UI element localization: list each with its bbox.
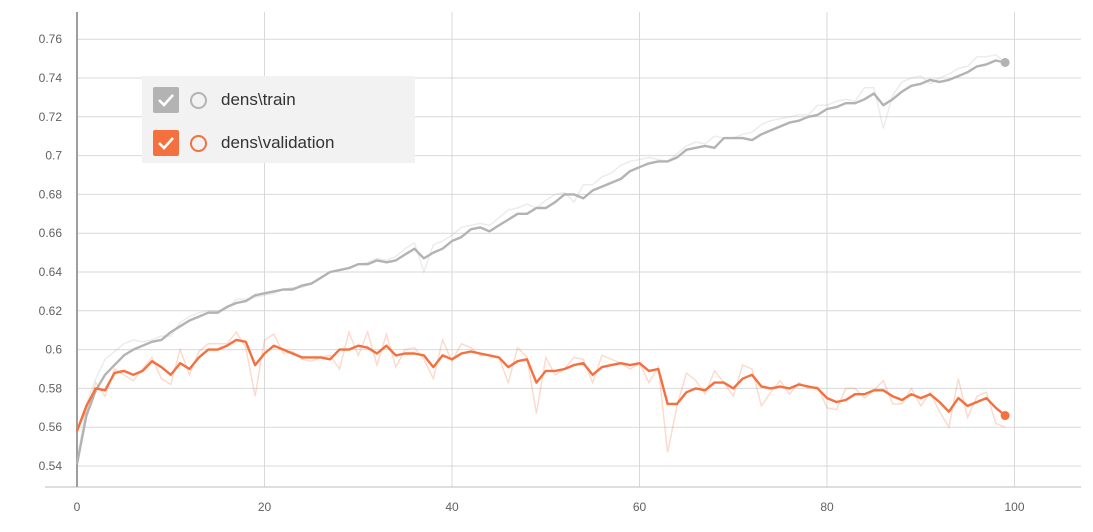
- check-icon[interactable]: [153, 87, 179, 113]
- series-layer: [75, 53, 1010, 465]
- series-smoothed-line: [75, 338, 1006, 432]
- series-end-point: [1000, 411, 1010, 421]
- x-tick-label: 40: [445, 500, 459, 514]
- y-axis-ticks: 0.54 0.56 0.58 0.6 0.62 0.64 0.66 0.68 0.7 0.72 0.…: [39, 32, 63, 473]
- check-icon[interactable]: [153, 130, 179, 156]
- y-tick-label: 0.6: [45, 343, 62, 357]
- legend-label-train: dens\train: [221, 90, 296, 109]
- x-tick-label: 100: [1004, 500, 1024, 514]
- series-end-point: [1000, 57, 1010, 67]
- y-tick-label: 0.74: [39, 71, 63, 85]
- x-tick-label: 80: [820, 500, 834, 514]
- legend: dens\train dens\validation: [142, 76, 415, 163]
- ring-icon: [190, 134, 207, 152]
- legend-label-validation: dens\validation: [221, 133, 335, 152]
- x-tick-label: 0: [74, 500, 81, 514]
- x-tick-label: 20: [258, 500, 272, 514]
- y-tick-label: 0.58: [39, 381, 63, 395]
- y-tick-label: 0.62: [39, 304, 63, 318]
- y-tick-label: 0.68: [39, 187, 63, 201]
- y-tick-label: 0.64: [39, 265, 63, 279]
- y-tick-label: 0.7: [45, 149, 62, 163]
- series-smoothed-line: [75, 59, 1006, 465]
- y-tick-label: 0.72: [39, 110, 63, 124]
- x-tick-label: 60: [633, 500, 647, 514]
- y-tick-label: 0.56: [39, 420, 63, 434]
- x-axis-ticks: 0 20 40 60 80 100: [74, 500, 1025, 514]
- series-raw-line: [76, 329, 1006, 453]
- y-tick-label: 0.76: [39, 32, 63, 46]
- ring-icon: [190, 91, 207, 109]
- axes: [45, 12, 1081, 488]
- legend-item-validation[interactable]: dens\validation: [153, 128, 334, 158]
- legend-item-train[interactable]: dens\train: [153, 85, 296, 115]
- y-tick-label: 0.54: [39, 459, 63, 473]
- y-tick-label: 0.66: [39, 226, 63, 240]
